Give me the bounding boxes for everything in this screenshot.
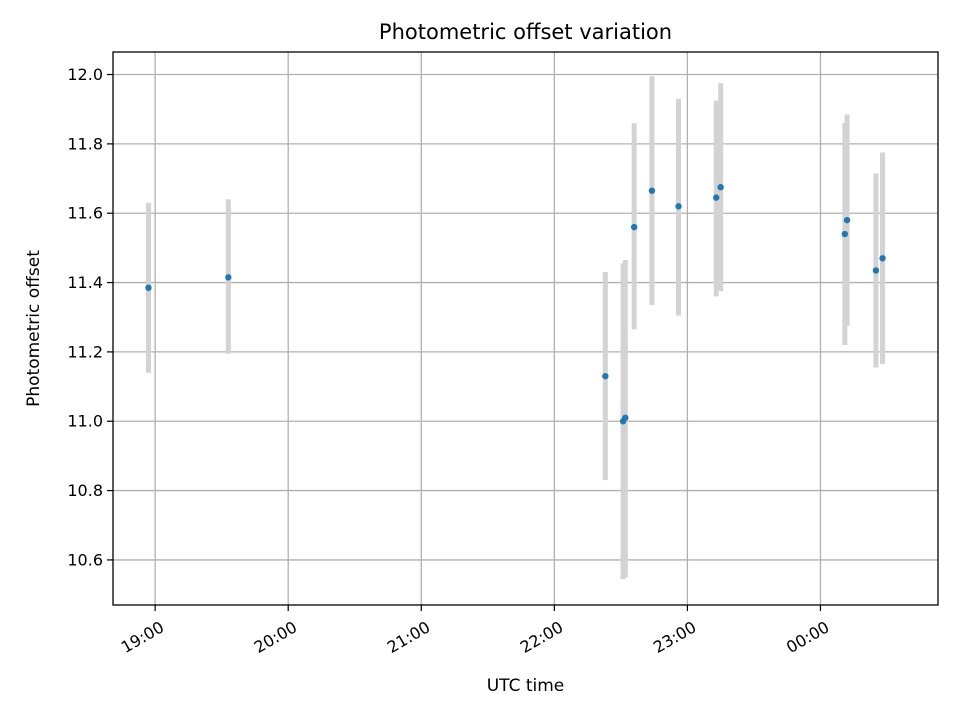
y-tick-label: 11.0 — [67, 412, 103, 431]
data-point — [843, 216, 851, 224]
data-point — [717, 184, 724, 191]
data-points — [145, 184, 886, 425]
data-point — [648, 187, 656, 194]
data-point — [879, 255, 886, 262]
data-point — [145, 284, 152, 291]
x-axis-label: UTC time — [487, 676, 565, 696]
y-axis-label: Photometric offset — [24, 250, 44, 407]
x-tick-label: 22:00 — [517, 617, 566, 657]
chart-title: Photometric offset variation — [379, 20, 672, 44]
data-point — [841, 230, 849, 238]
y-tick-label: 11.6 — [67, 204, 103, 223]
grid-lines — [113, 52, 938, 605]
data-point — [872, 267, 880, 274]
data-point — [225, 274, 232, 281]
data-point — [602, 372, 609, 380]
y-tick-label: 10.6 — [67, 550, 103, 569]
y-tick-label: 10.8 — [67, 481, 103, 500]
x-tick-label: 20:00 — [251, 617, 300, 657]
y-tick-label: 11.2 — [67, 342, 103, 361]
data-point — [713, 194, 720, 201]
x-tick-label: 19:00 — [118, 617, 167, 657]
x-tick-label: 00:00 — [783, 617, 832, 657]
data-point — [622, 414, 629, 421]
x-tick-label: 23:00 — [650, 617, 699, 657]
plot-frame — [112, 51, 939, 606]
error-bars — [145, 76, 886, 579]
y-tick-label: 11.8 — [67, 134, 103, 153]
y-tick-label: 11.4 — [67, 273, 103, 292]
data-point — [675, 203, 682, 210]
y-tick-label: 12.0 — [67, 65, 103, 84]
x-tick-label: 21:00 — [384, 617, 433, 657]
data-point — [630, 223, 638, 231]
